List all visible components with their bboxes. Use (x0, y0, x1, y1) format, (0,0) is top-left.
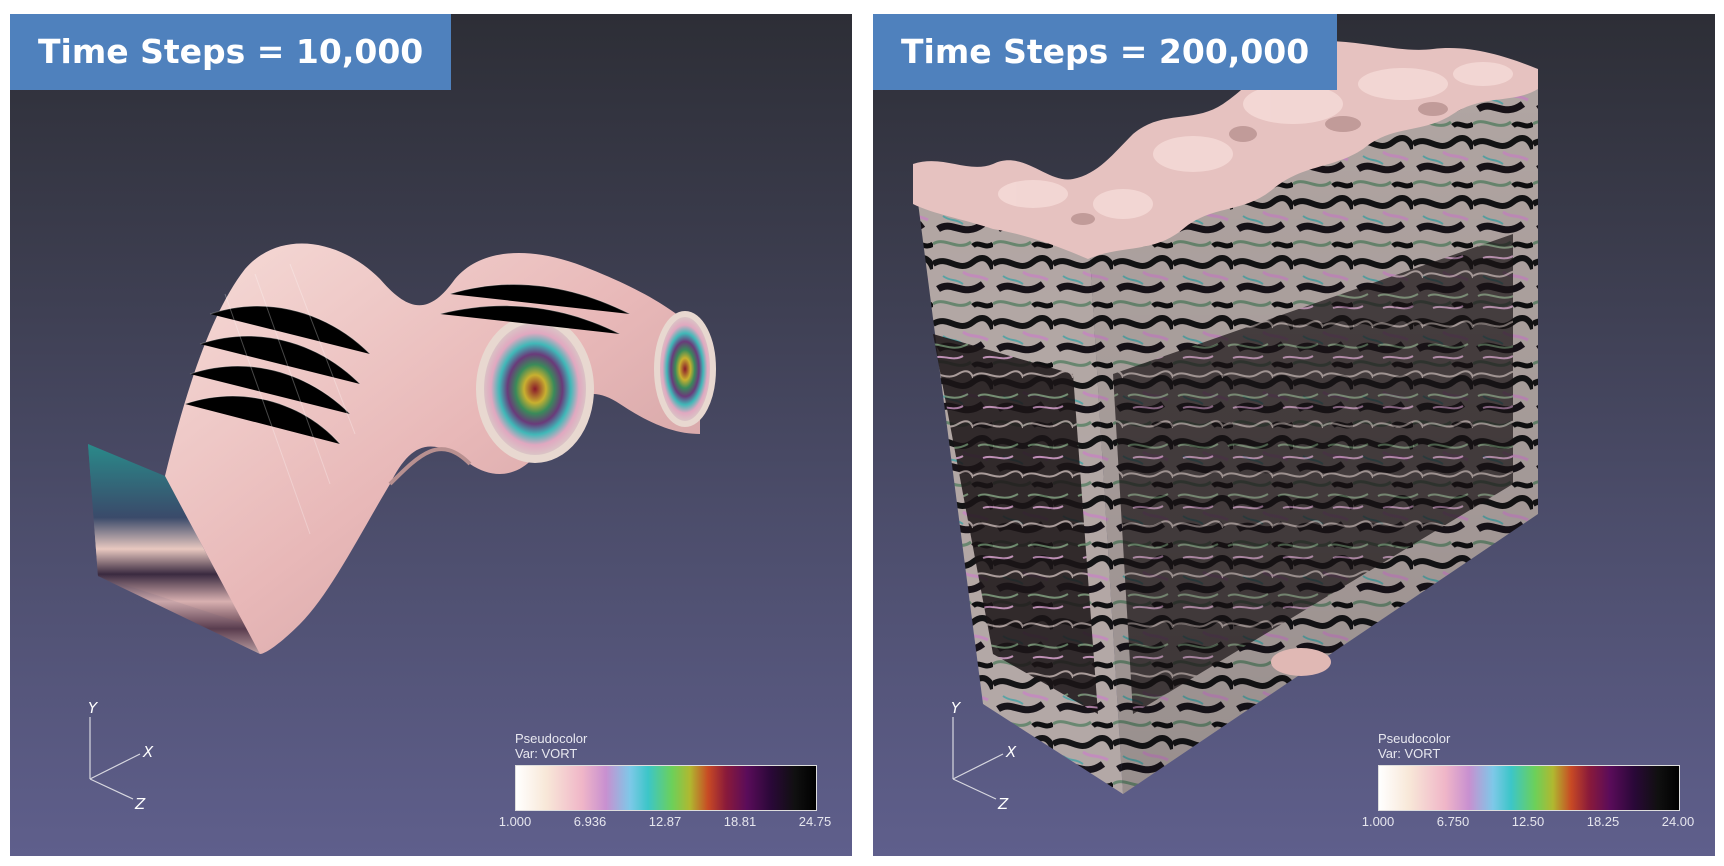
colorbar-tick: 1.000 (498, 814, 532, 829)
colorbar (515, 765, 817, 811)
colorbar-ticks: 1.000 6.750 12.50 18.25 24.00 (1362, 814, 1695, 830)
colorbar-legend: Pseudocolor Var: VORT 1.000 6.750 12.50 … (1362, 731, 1695, 830)
viz-panel-right: Time Steps = 200,000 (873, 14, 1715, 856)
timestep-label: Time Steps = 10,000 (10, 14, 452, 90)
colorbar-tick: 18.25 (1586, 814, 1620, 829)
axis-triad: Y X Z (951, 699, 1017, 813)
colorbar-legend: Pseudocolor Var: VORT 1.000 6.936 12.87 … (499, 731, 832, 830)
timestep-label: Time Steps = 200,000 (873, 14, 1338, 90)
axis-y-label: Y (88, 699, 99, 717)
legend-variable: Var: VORT (515, 746, 578, 761)
turbulence-render (913, 41, 1538, 794)
colorbar-tick: 12.50 (1511, 814, 1545, 829)
colorbar-tick: 1.000 (1361, 814, 1395, 829)
colorbar-ticks: 1.000 6.936 12.87 18.81 24.75 (499, 814, 832, 830)
legend-variable: Var: VORT (1378, 746, 1441, 761)
legend-title: Pseudocolor (515, 731, 588, 746)
axis-triad: Y X Z (88, 699, 154, 813)
legend-title: Pseudocolor (1378, 731, 1451, 746)
axis-z-label: Z (134, 795, 146, 813)
axis-y-label: Y (951, 699, 962, 717)
colorbar (1378, 765, 1680, 811)
axis-x-label: X (142, 743, 154, 761)
viz-panel-left: Time Steps = 10,000 (10, 14, 852, 856)
colorbar-tick: 18.81 (723, 814, 757, 829)
colorbar-tick: 24.75 (798, 814, 832, 829)
kelvin-helmholtz-render (88, 243, 716, 655)
colorbar-tick: 6.750 (1436, 814, 1470, 829)
axis-x-label: X (1005, 743, 1017, 761)
colorbar-tick: 24.00 (1661, 814, 1695, 829)
colorbar-tick: 6.936 (573, 814, 607, 829)
axis-z-label: Z (997, 795, 1009, 813)
colorbar-tick: 12.87 (648, 814, 682, 829)
